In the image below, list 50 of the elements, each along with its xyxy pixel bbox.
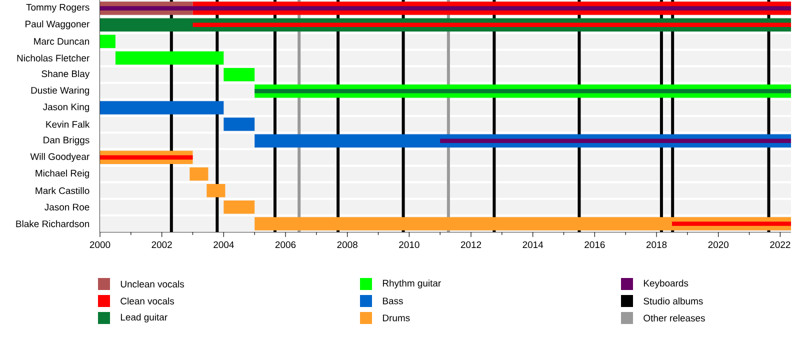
y-tick-label: Will Goodyear — [30, 153, 90, 162]
y-tick-label: Dan Briggs — [44, 136, 90, 146]
bar — [100, 34, 116, 48]
x-tick-label: 2014 — [522, 241, 544, 248]
bar — [190, 167, 208, 181]
legend-label: Other releases — [644, 314, 705, 322]
legend-label: Bass — [382, 298, 403, 304]
bar — [224, 68, 255, 82]
bar — [192, 22, 792, 28]
legend-label: Studio albums — [644, 298, 703, 304]
y-tick-label: Marc Duncan — [34, 38, 90, 45]
x-tick-label: 2000 — [90, 241, 110, 248]
y-tick-label: Shane Blay — [42, 70, 90, 79]
bar — [100, 155, 193, 160]
y-tick-label: Jason King — [42, 103, 90, 112]
legend-label: Keyboards — [644, 280, 688, 288]
y-tick-label: Jason Roe — [44, 204, 90, 210]
bar — [224, 200, 255, 214]
bar — [100, 6, 792, 10]
legend-label: Rhythm guitar — [382, 280, 441, 288]
bar — [100, 101, 224, 114]
x-tick-label: 2004 — [214, 241, 234, 248]
x-tick-label: 2016 — [584, 241, 605, 248]
x-tick-label: 2010 — [399, 241, 420, 248]
x-tick-label: 2022 — [770, 241, 790, 248]
y-tick-label: Tommy Rogers — [26, 4, 90, 13]
x-tick-label: 2008 — [337, 241, 358, 248]
y-tick-label: Michael Reig — [36, 170, 90, 178]
x-tick-label: 2018 — [646, 241, 667, 248]
x-tick-label: 2020 — [708, 241, 729, 248]
bar — [440, 138, 792, 144]
legend-label: Lead guitar — [120, 314, 168, 322]
x-tick-label: 2002 — [152, 241, 172, 248]
y-tick-label: Paul Waggoner — [26, 20, 90, 30]
x-tick-label: 2006 — [275, 241, 296, 248]
bar — [254, 88, 792, 94]
y-tick-label: Mark Castillo — [36, 187, 90, 194]
bar — [115, 51, 224, 65]
bar — [206, 184, 226, 198]
legend-label: Drums — [382, 314, 410, 322]
y-tick-label: Kevin Falk — [46, 120, 90, 128]
bar — [254, 217, 792, 230]
bar — [224, 118, 255, 131]
x-tick-label: 2012 — [460, 241, 482, 248]
y-tick-label: Dustie Waring — [31, 86, 90, 96]
legend-label: Unclean vocals — [120, 280, 184, 288]
legend-label: Clean vocals — [120, 298, 174, 304]
y-tick-label: Blake Richardson — [16, 220, 90, 228]
y-tick-label: Nicholas Fletcher — [17, 54, 90, 62]
bar — [672, 222, 792, 226]
